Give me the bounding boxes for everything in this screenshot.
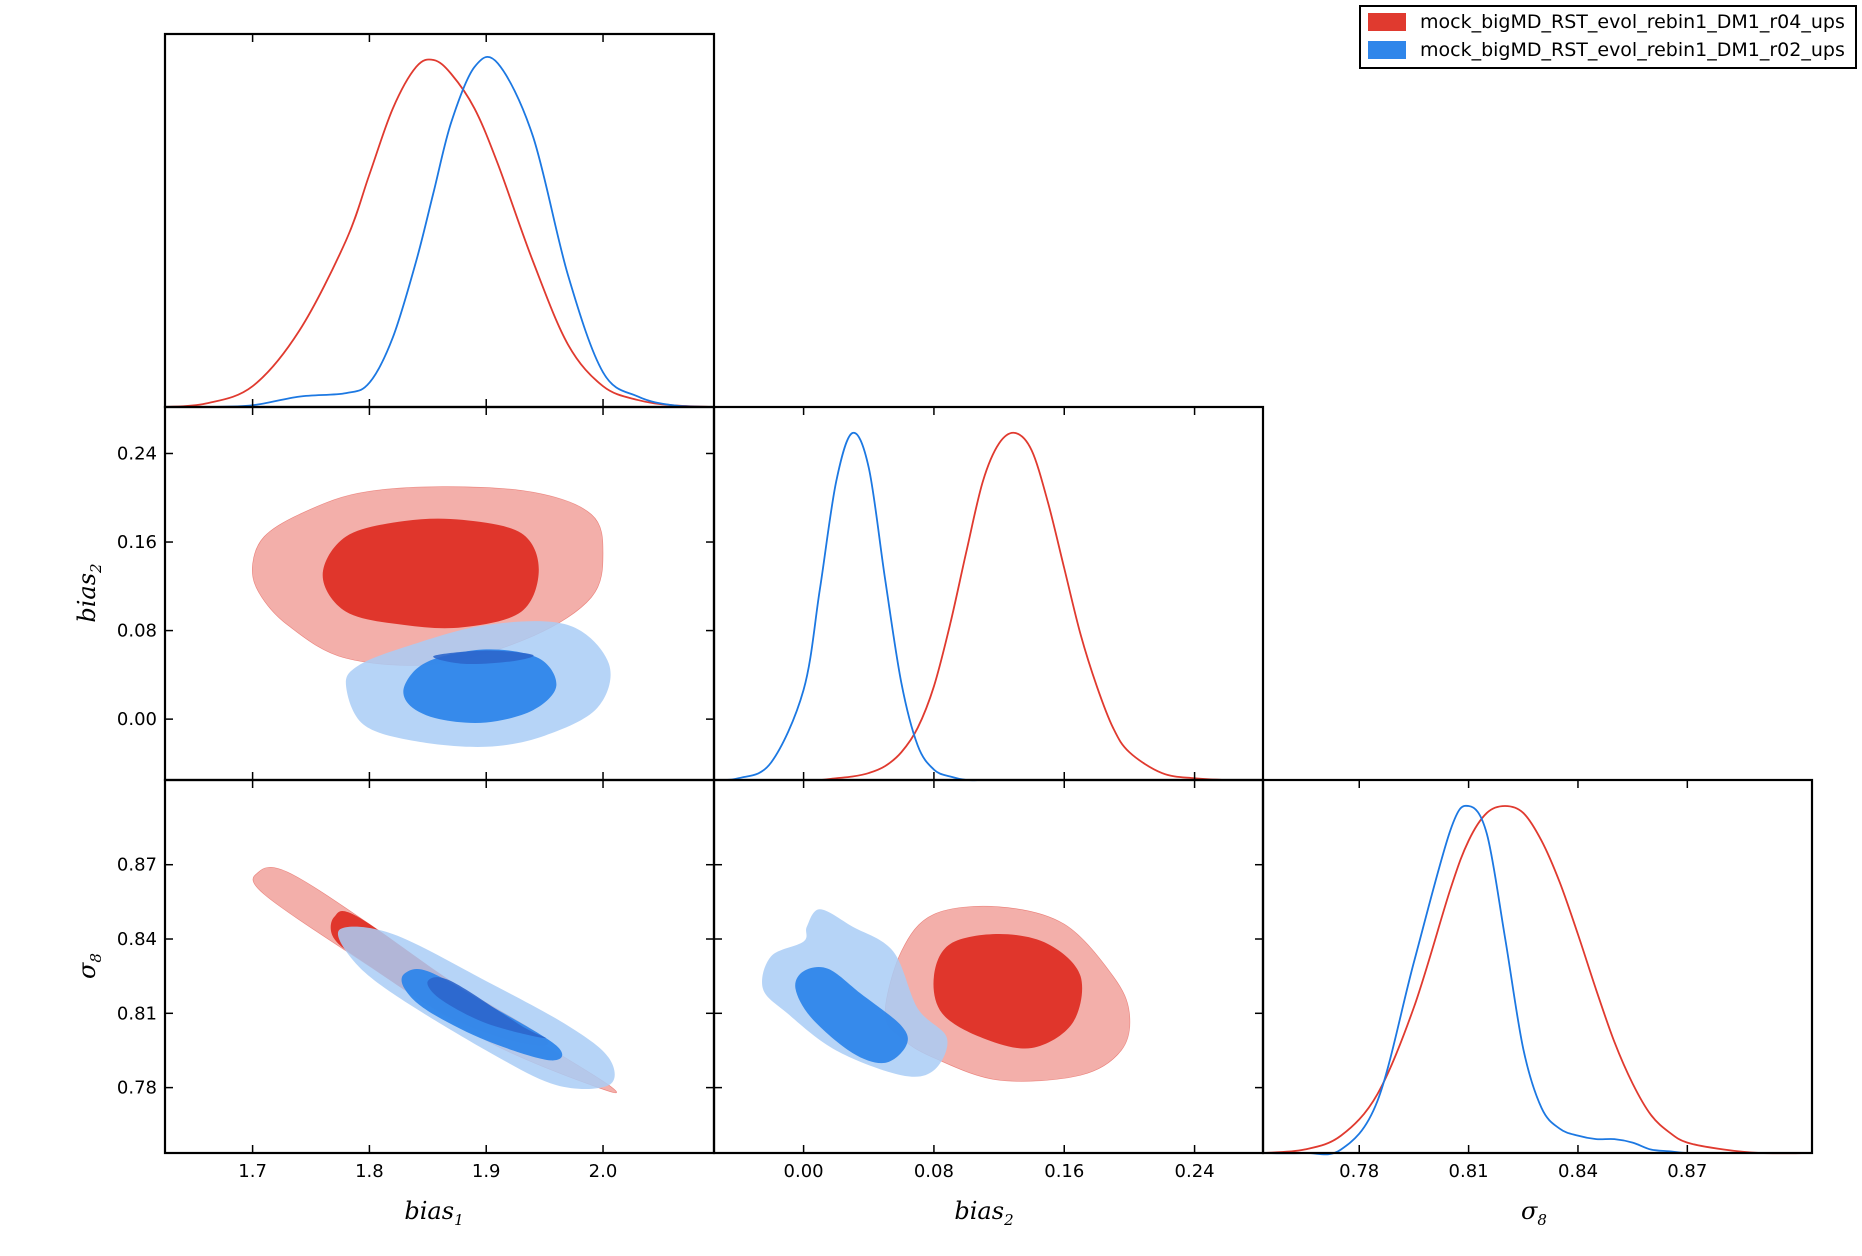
y-tick-label: 0.24 [117,444,157,465]
contours-bias1-bias2 [251,486,611,747]
marginal-curve-r02-sigma8 [1262,804,1812,1156]
contour-panel-bias1-bias2 [163,405,716,782]
x-tick-label: 0.87 [1667,1161,1707,1182]
contours-bias2-sigma8 [762,905,1131,1082]
contour-r02-inner-bias1_bias2 [403,649,557,723]
x-tick-label: 0.00 [784,1161,824,1182]
y-tick-label: 0.08 [117,621,157,642]
ticks-bias2-sigma8 [714,780,1263,1153]
x-tick-labels-sigma8: 0.78 0.81 0.84 0.87 [1339,1161,1707,1182]
marginal-curves-sigma8 [1262,780,1813,1156]
ticks-bias1-bias2 [165,407,714,780]
y-tick-label: 0.81 [117,1003,157,1024]
contour-r04-inner-bias1_bias2 [322,518,539,629]
x-tick-label: 0.24 [1175,1161,1215,1182]
y-tick-label: 0.16 [117,532,157,553]
contour-r04-inner-bias2_sigma8 [933,934,1083,1049]
legend-swatch-r04 [1368,13,1406,31]
y-tick-label: 0.84 [117,929,157,950]
y-tick-label: 0.78 [117,1078,157,1099]
x-axis-title-bias1: bias1 [404,1197,463,1229]
x-tick-label: 0.78 [1339,1161,1379,1182]
marginal-panel-bias1 [163,32,716,409]
x-tick-label: 0.16 [1044,1161,1084,1182]
y-tick-labels-bias2: 0.00 0.08 0.16 0.24 [117,444,157,731]
y-tick-label: 0.87 [117,855,157,876]
contour-overlap-inner-bias1_bias2 [433,650,534,665]
x-tick-labels-bias1: 1.7 1.8 1.9 2.0 [238,1161,617,1182]
x-tick-label: 1.9 [472,1161,501,1182]
contours-bias1-sigma8 [252,867,617,1094]
contour-r02-inner-bias2_sigma8 [795,966,908,1064]
contour-panel-bias2-sigma8 [712,778,1265,1155]
x-tick-label: 1.8 [355,1161,384,1182]
marginal-curve-r04-bias1 [164,58,715,408]
x-tick-label: 0.84 [1558,1161,1598,1182]
legend-label-r04: mock_bigMD_RST_evol_rebin1_DM1_r04_ups [1420,11,1845,33]
marginal-panel-sigma8 [1261,778,1814,1156]
x-tick-label: 1.7 [238,1161,267,1182]
x-tick-label: 2.0 [589,1161,618,1182]
legend-frame [1359,5,1857,69]
legend-label-r02: mock_bigMD_RST_evol_rebin1_DM1_r02_ups [1420,39,1845,61]
marginal-curve-r04-sigma8 [1262,805,1813,1155]
x-tick-label: 0.08 [914,1161,954,1182]
x-tick-label: 0.81 [1449,1161,1489,1182]
x-axis-title-sigma8: σ8 [1521,1197,1547,1229]
marginal-panel-sigma8-frame [1261,778,1814,1155]
y-axis-title-sigma8: σ8 [73,953,105,979]
marginal-curves-bias1 [164,34,715,409]
marginal-curve-r02-bias1 [164,55,715,409]
contour-panel-bias1-sigma8 [163,778,716,1155]
x-axis-title-bias2: bias2 [954,1197,1013,1229]
contour-overlap-inner-bias1_sigma8 [427,977,547,1039]
y-tick-label: 0.00 [117,709,157,730]
legend: mock_bigMD_RST_evol_rebin1_DM1_r04_ups m… [1359,5,1857,69]
ticks-bias1-sigma8 [165,780,714,1153]
y-axis-title-bias2: bias2 [73,563,105,622]
x-tick-labels-bias2: 0.00 0.08 0.16 0.24 [784,1161,1215,1182]
y-tick-labels-sigma8: 0.78 0.81 0.84 0.87 [117,855,157,1099]
legend-swatch-r02 [1368,41,1406,59]
